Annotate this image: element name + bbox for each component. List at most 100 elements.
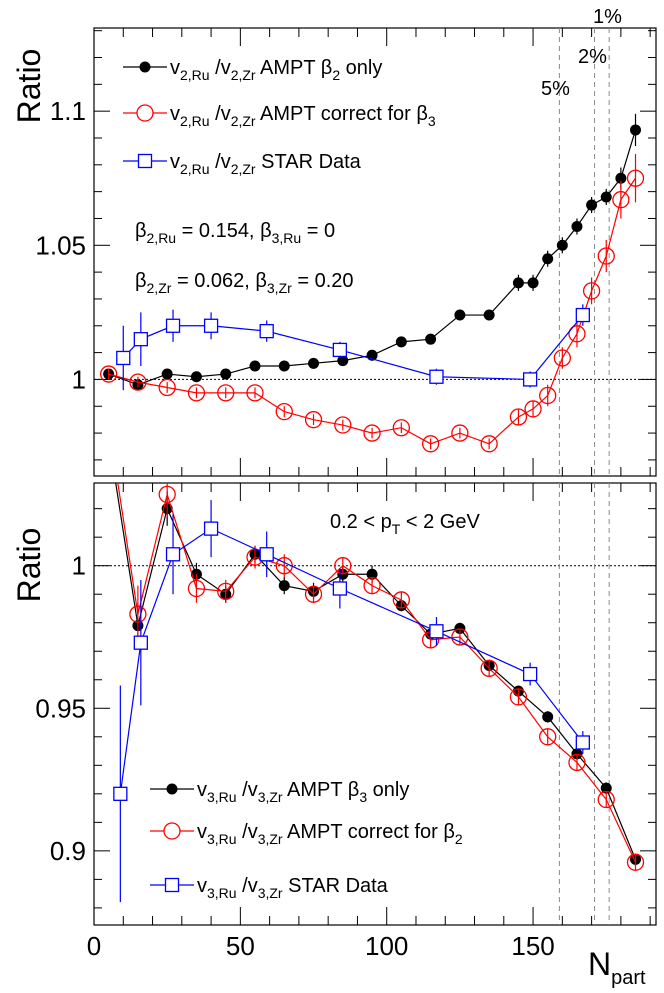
data-point xyxy=(425,333,437,345)
data-point xyxy=(187,384,206,402)
data-point xyxy=(332,342,348,358)
data-point xyxy=(278,580,290,592)
x-axis-title: Npart xyxy=(588,946,646,989)
legend-entry: v2,Ru /v2,Zr STAR Data xyxy=(170,151,362,177)
data-point xyxy=(527,277,539,289)
data-point xyxy=(480,435,498,453)
data-point xyxy=(597,790,615,809)
data-point xyxy=(103,432,114,443)
x-tick-label: 100 xyxy=(365,931,408,961)
data-point xyxy=(454,309,466,321)
legend-entry: v3,Ru /v3,Zr STAR Data xyxy=(197,875,389,901)
legend-marker xyxy=(137,153,153,169)
data-point xyxy=(332,581,348,596)
data-point xyxy=(308,357,320,369)
data-point xyxy=(161,368,173,380)
data-point xyxy=(597,247,615,265)
data-layer xyxy=(101,415,645,903)
legend-entry: v3,Ru /v3,Zr AMPT correct for β2 xyxy=(197,821,463,847)
data-point xyxy=(522,666,538,682)
data-point xyxy=(304,585,323,603)
data-point xyxy=(556,239,568,251)
data-point xyxy=(129,373,147,391)
series-open-square xyxy=(113,500,590,903)
annotation-pt-range: 0.2 < pT < 2 GeV xyxy=(330,511,480,537)
series-filled-circle xyxy=(103,113,642,391)
data-point xyxy=(626,853,645,871)
legend-entry: v3,Ru /v3,Zr AMPT β3 only xyxy=(197,779,409,805)
data-point xyxy=(626,169,645,187)
series-open-circle xyxy=(99,154,645,453)
data-point xyxy=(539,728,557,746)
data-point xyxy=(116,350,131,366)
data-point xyxy=(512,277,524,289)
data-point xyxy=(429,369,444,384)
data-point xyxy=(203,521,219,536)
data-point xyxy=(392,591,410,609)
data-point xyxy=(259,323,274,339)
data-point xyxy=(582,282,601,300)
y-tick-label: 0.9 xyxy=(50,836,86,866)
data-point xyxy=(421,435,440,453)
data-point xyxy=(129,605,147,623)
data-point xyxy=(275,402,293,421)
y-tick-label: 1.1 xyxy=(50,96,86,126)
data-point xyxy=(571,221,583,233)
data-point xyxy=(278,360,290,372)
data-point xyxy=(190,371,202,383)
data-point xyxy=(586,199,598,211)
series-line xyxy=(108,177,637,445)
y-tick-label: 1 xyxy=(72,364,86,394)
data-point xyxy=(366,568,378,580)
x-tick-label: 0 xyxy=(87,931,101,961)
data-point xyxy=(542,711,554,723)
centrality-label: 2% xyxy=(578,46,607,68)
data-point xyxy=(220,368,232,380)
series-line xyxy=(122,314,584,381)
data-point xyxy=(451,424,469,442)
data-point xyxy=(483,309,495,321)
data-point xyxy=(509,688,528,706)
data-point xyxy=(522,372,538,387)
data-point xyxy=(524,400,542,418)
legend-marker xyxy=(164,877,180,893)
data-point xyxy=(568,753,586,772)
data-point xyxy=(542,253,554,265)
data-point xyxy=(203,318,219,333)
annotation-beta-zr: β2,Zr = 0.062, β3,Zr = 0.20 xyxy=(135,270,354,296)
data-point xyxy=(217,384,235,402)
data-point xyxy=(133,332,148,347)
data-point xyxy=(99,365,118,383)
data-point xyxy=(101,415,117,431)
plot-frame-top xyxy=(93,27,657,477)
data-point xyxy=(363,424,381,442)
x-tick-label: 150 xyxy=(511,931,554,961)
y-axis-title-bottom: Ratio xyxy=(11,528,47,603)
data-point xyxy=(158,485,176,504)
data-point xyxy=(615,172,627,184)
data-layer xyxy=(99,113,645,453)
data-point xyxy=(113,786,128,801)
annotation-beta-ru: β2,Ru = 0.154, β3,Ru = 0 xyxy=(135,220,335,246)
legend-marker xyxy=(166,783,178,795)
data-point xyxy=(334,416,352,434)
legend-marker xyxy=(136,104,154,122)
data-point xyxy=(630,124,642,136)
y-tick-label: 1.05 xyxy=(35,230,86,260)
y-tick-label: 0.95 xyxy=(35,693,86,723)
data-point xyxy=(539,386,557,405)
data-point xyxy=(429,624,444,639)
legend-entry: v2,Ru /v2,Zr AMPT correct for β3 xyxy=(170,103,436,129)
legend-bottom: v3,Ru /v3,Zr AMPT β3 only v3,Ru /v3,Zr AM… xyxy=(150,779,463,901)
data-point xyxy=(575,735,590,750)
legend-top: v2,Ru /v2,Zr AMPT β2 only v2,Ru /v2,Zr AM… xyxy=(123,57,436,177)
data-point xyxy=(249,360,261,372)
data-point xyxy=(395,336,407,348)
y-axis-title-top: Ratio xyxy=(11,49,47,124)
data-point xyxy=(575,307,590,323)
series-open-square xyxy=(116,304,590,391)
data-point xyxy=(165,547,181,562)
